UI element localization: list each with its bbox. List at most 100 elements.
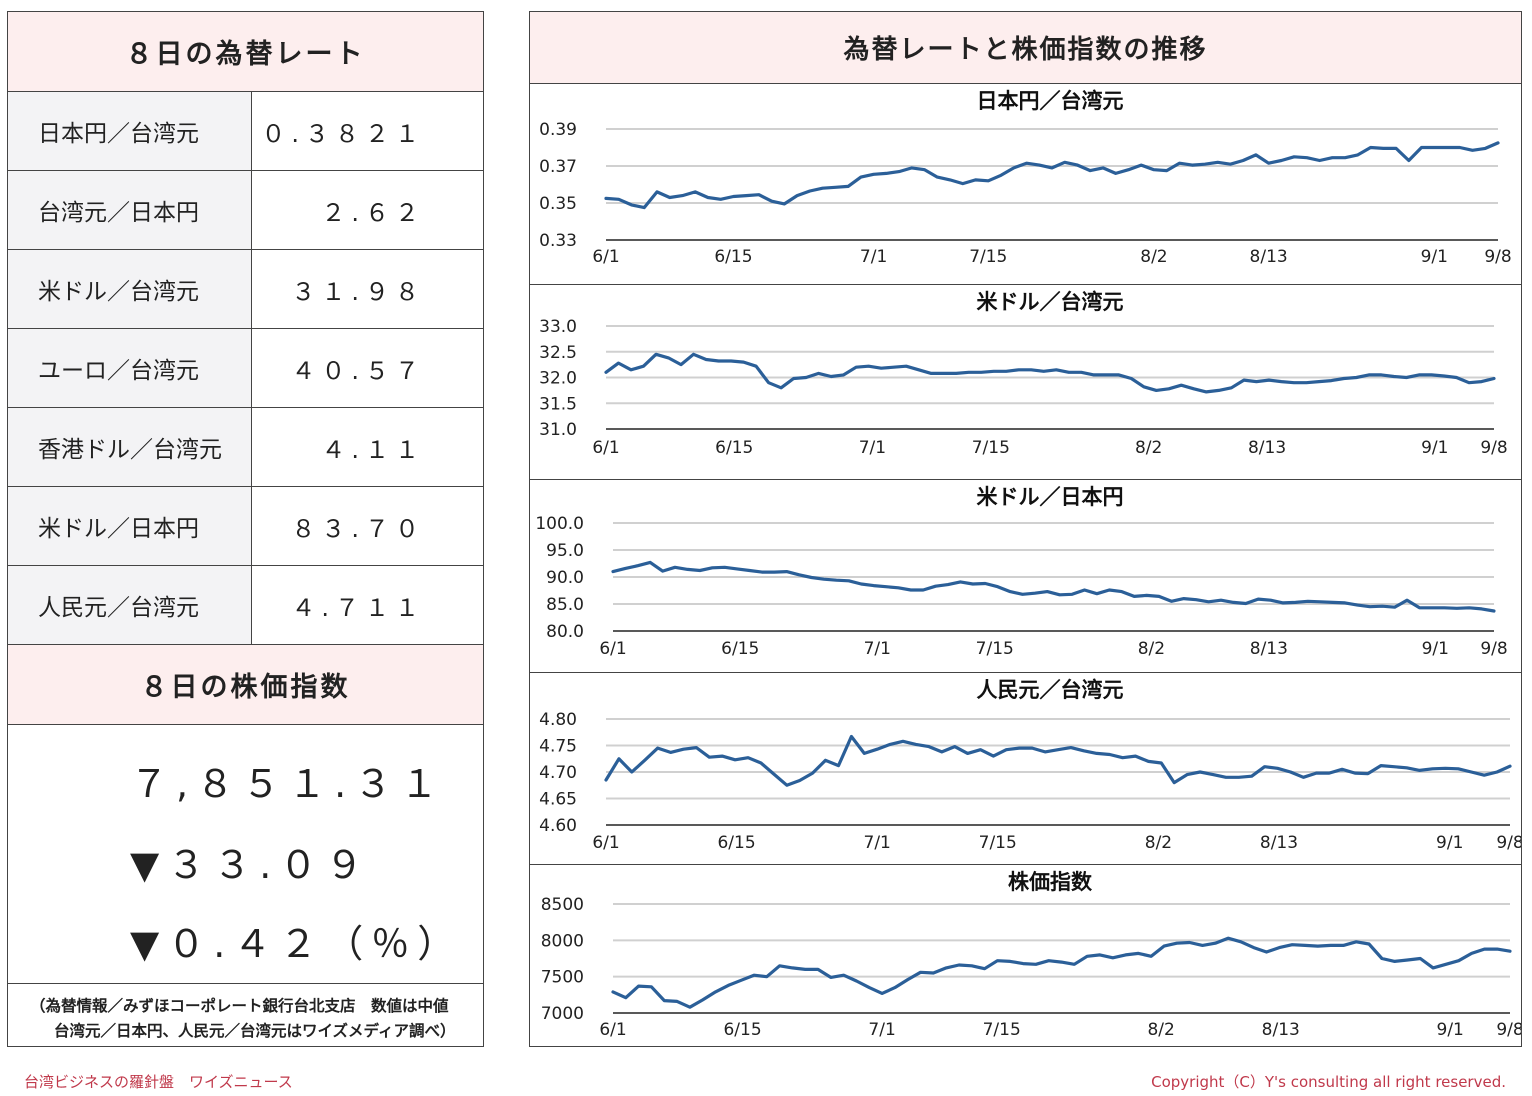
y-tick-label: 32.5 <box>539 343 577 363</box>
x-tick-label: 6/15 <box>721 639 759 659</box>
x-tick-label: 7/15 <box>983 1020 1021 1040</box>
x-tick-label: 9/8 <box>1480 639 1507 659</box>
x-tick-label: 8/13 <box>1250 247 1288 267</box>
y-tick-label: 32.0 <box>539 369 577 389</box>
chart-title: 日本円／台湾元 <box>977 89 1124 113</box>
x-tick-label: 7/15 <box>976 639 1014 659</box>
y-tick-label: 4.65 <box>539 790 577 810</box>
x-tick-label: 9/8 <box>1496 833 1521 853</box>
x-tick-label: 8/13 <box>1262 1020 1300 1040</box>
source-note: （為替情報／みずほコーポレート銀行台北支店 数値は中値 台湾元／日本円、人民元／… <box>8 984 483 1044</box>
rate-name: 台湾元／日本円 <box>8 171 252 249</box>
x-tick-label: 7/1 <box>868 1020 895 1040</box>
rate-name: 日本円／台湾元 <box>8 92 252 170</box>
chart-title: 米ドル／日本円 <box>977 485 1124 509</box>
series-line <box>604 352 1496 394</box>
charts-title: 為替レートと株価指数の推移 <box>530 12 1521 84</box>
rate-value: ３１.９８ <box>291 277 425 306</box>
y-tick-label: 100.0 <box>535 514 584 534</box>
y-tick-label: 33.0 <box>539 317 577 337</box>
x-tick-label: 8/2 <box>1138 639 1165 659</box>
y-tick-label: 95.0 <box>546 541 584 561</box>
y-tick-label: 4.80 <box>539 710 577 730</box>
y-tick-label: 0.37 <box>539 157 577 177</box>
chart-4: 人民元／台湾元 4.80 4.75 4.70 4.65 4.60 6/1 6/15 7/1 7/1… <box>530 678 1521 865</box>
series-line <box>611 560 1496 613</box>
y-tick-label: 4.75 <box>539 737 577 757</box>
x-tick-label: 6/1 <box>599 639 626 659</box>
rate-row: ユーロ／台湾元 ４０.５７ <box>8 329 483 408</box>
x-tick-label: 7/1 <box>860 247 887 267</box>
rate-value: ２.６２ <box>321 198 425 227</box>
x-tick-label: 8/13 <box>1250 639 1288 659</box>
stock-value: ７,８５１.３１ <box>130 762 447 806</box>
rate-row: 台湾元／日本円 ２.６２ <box>8 171 483 250</box>
y-tick-label: 90.0 <box>546 568 584 588</box>
rates-title: ８日の為替レート <box>8 12 483 92</box>
y-tick-label: 85.0 <box>546 595 584 615</box>
rate-name: 人民元／台湾元 <box>8 566 252 644</box>
y-tick-label: 0.35 <box>539 194 577 214</box>
x-tick-label: 6/1 <box>592 438 619 458</box>
x-tick-label: 9/1 <box>1437 1020 1464 1040</box>
chart-title: 株価指数 <box>1008 870 1093 894</box>
y-tick-label: 4.60 <box>539 816 577 836</box>
rate-value: ４０.５７ <box>291 356 425 385</box>
x-tick-label: 8/13 <box>1260 833 1298 853</box>
chart-3: 米ドル／日本円 100.0 95.0 90.0 85.0 80.0 6/1 6/15 7/1 7/… <box>530 485 1521 673</box>
chart-1: 日本円／台湾元 0.39 0.37 0.35 0.33 6/1 6/15 7/1 7/15 8/2… <box>530 89 1521 285</box>
y-tick-label: 7500 <box>541 968 584 988</box>
left-panel: ８日の為替レート 日本円／台湾元 ０.３８２１ 台湾元／日本円 ２.６２ 米ドル／台湾元… <box>7 11 484 1047</box>
x-tick-label: 9/1 <box>1436 833 1463 853</box>
x-tick-label: 9/8 <box>1496 1020 1521 1040</box>
x-tick-label: 9/1 <box>1422 639 1449 659</box>
x-tick-label: 6/1 <box>599 1020 626 1040</box>
chart-title: 米ドル／台湾元 <box>977 290 1124 314</box>
x-tick-label: 6/15 <box>714 247 752 267</box>
x-tick-label: 8/2 <box>1147 1020 1174 1040</box>
rate-name: ユーロ／台湾元 <box>8 329 252 407</box>
x-tick-label: 7/15 <box>979 833 1017 853</box>
y-tick-label: 31.0 <box>539 420 577 440</box>
rate-row: 香港ドル／台湾元 ４.１１ <box>8 408 483 487</box>
x-tick-label: 8/2 <box>1145 833 1172 853</box>
y-tick-label: 7000 <box>541 1004 584 1024</box>
y-tick-label: 8000 <box>541 931 584 951</box>
x-tick-label: 8/2 <box>1140 247 1167 267</box>
rate-name: 米ドル／日本円 <box>8 487 252 565</box>
rate-row: 人民元／台湾元 ４.７１１ <box>8 566 483 645</box>
x-tick-label: 8/13 <box>1248 438 1286 458</box>
x-tick-label: 6/15 <box>717 833 755 853</box>
x-tick-label: 6/15 <box>723 1020 761 1040</box>
x-tick-label: 9/8 <box>1484 247 1511 267</box>
rate-value: ４.７１１ <box>291 593 425 622</box>
rate-row: 日本円／台湾元 ０.３８２１ <box>8 92 483 171</box>
y-tick-label: 31.5 <box>539 394 577 414</box>
rate-name: 香港ドル／台湾元 <box>8 408 252 486</box>
x-tick-label: 9/1 <box>1421 438 1448 458</box>
rate-name: 米ドル／台湾元 <box>8 250 252 328</box>
series-line <box>611 936 1512 1009</box>
y-tick-label: 8500 <box>541 895 584 915</box>
x-tick-label: 7/1 <box>864 833 891 853</box>
rate-row: 米ドル／台湾元 ３１.９８ <box>8 250 483 329</box>
chart-title: 人民元／台湾元 <box>977 678 1124 702</box>
series-line <box>604 734 1512 787</box>
y-tick-label: 0.33 <box>539 231 577 251</box>
y-tick-label: 4.70 <box>539 763 577 783</box>
stock-change-pct: ▼０.４２（％） <box>130 922 464 966</box>
x-tick-label: 7/1 <box>864 639 891 659</box>
x-tick-label: 6/1 <box>592 833 619 853</box>
x-tick-label: 6/15 <box>715 438 753 458</box>
stock-title: ８日の株価指数 <box>8 645 483 725</box>
x-tick-label: 7/15 <box>969 247 1007 267</box>
y-tick-label: 0.39 <box>539 120 577 140</box>
rate-value: ４.１１ <box>321 435 425 464</box>
stock-change: ▼３３.０９ <box>130 843 372 887</box>
footer-left: 台湾ビジネスの羅針盤 ワイズニュース <box>24 1073 293 1091</box>
series-line <box>604 141 1500 210</box>
x-tick-label: 9/1 <box>1421 247 1448 267</box>
rates-table: 日本円／台湾元 ０.３８２１ 台湾元／日本円 ２.６２ 米ドル／台湾元 ３１.９８ ユーロ／… <box>8 92 483 645</box>
right-panel: 為替レートと株価指数の推移 日本円／台湾元 0.39 0.37 0.35 0.33 6/1… <box>529 11 1522 1047</box>
chart-5: 株価指数 8500 8000 7500 7000 6/1 6/15 7/1 7/15 8/2 8/1… <box>541 870 1521 1040</box>
